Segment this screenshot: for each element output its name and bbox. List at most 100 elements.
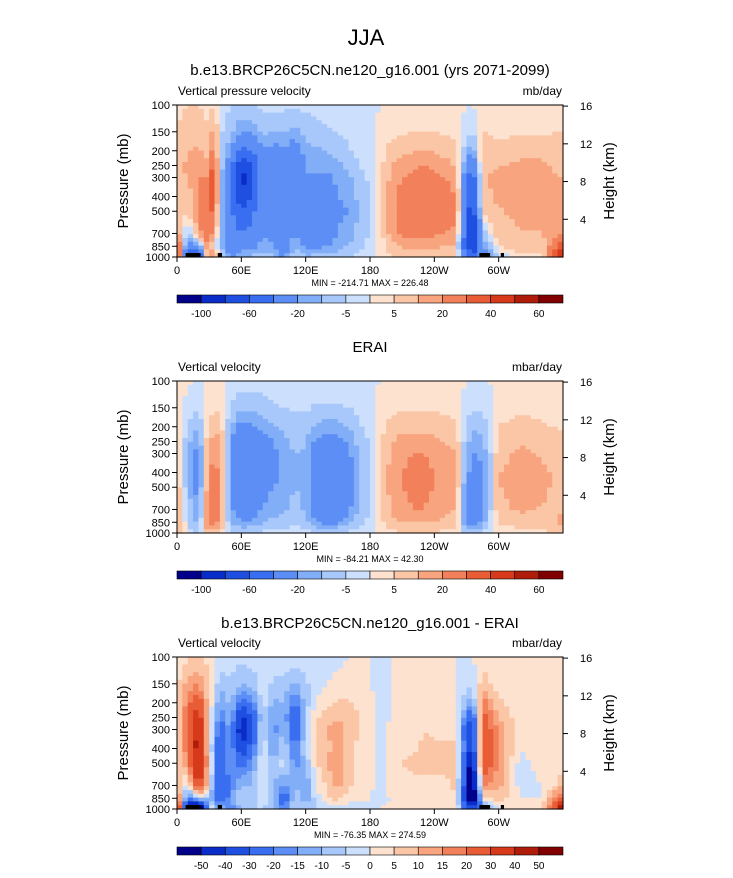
heatmap-cell bbox=[236, 495, 242, 499]
heatmap-cell bbox=[268, 151, 274, 155]
heatmap-cell bbox=[472, 162, 478, 166]
heatmap-cell bbox=[402, 143, 408, 147]
heatmap-cell bbox=[177, 162, 183, 166]
heatmap-cell bbox=[359, 242, 365, 246]
heatmap-cell bbox=[257, 196, 263, 200]
heatmap-cell bbox=[375, 116, 381, 120]
heatmap-cell bbox=[424, 208, 430, 212]
heatmap-cell bbox=[284, 404, 290, 408]
heatmap-cell bbox=[311, 170, 317, 174]
heatmap-cell bbox=[445, 120, 451, 124]
heatmap-cell bbox=[284, 430, 290, 434]
heatmap-cell bbox=[493, 128, 499, 132]
heatmap-cell bbox=[188, 185, 194, 189]
heatmap-cell bbox=[408, 506, 414, 510]
heatmap-cell bbox=[467, 139, 473, 143]
heatmap-cell bbox=[274, 487, 280, 491]
heatmap-cell bbox=[284, 385, 290, 389]
heatmap-cell bbox=[434, 158, 440, 162]
heatmap-cell bbox=[231, 472, 237, 476]
heatmap-cell bbox=[322, 170, 328, 174]
heatmap-cell bbox=[472, 109, 478, 113]
heatmap-cell bbox=[349, 238, 355, 242]
heatmap-cell bbox=[306, 227, 312, 231]
heatmap-cell bbox=[209, 430, 215, 434]
heatmap-cell bbox=[274, 499, 280, 503]
heatmap-cell bbox=[472, 200, 478, 204]
heatmap-cell bbox=[215, 116, 221, 120]
heatmap-cell bbox=[402, 166, 408, 170]
heatmap-cell bbox=[429, 147, 435, 151]
heatmap-cell bbox=[316, 132, 322, 136]
heatmap-cell bbox=[354, 465, 360, 469]
heatmap-cell bbox=[215, 128, 221, 132]
heatmap-cell bbox=[520, 151, 526, 155]
heatmap-cell bbox=[542, 135, 548, 139]
heatmap-cell bbox=[263, 415, 269, 419]
heatmap-cell bbox=[327, 381, 333, 385]
heatmap-cell bbox=[209, 158, 215, 162]
heatmap-cell bbox=[381, 249, 387, 253]
heatmap-cell bbox=[386, 465, 392, 469]
heatmap-cell bbox=[225, 465, 231, 469]
heatmap-cell bbox=[504, 154, 510, 158]
heatmap-cell bbox=[477, 238, 483, 242]
heatmap-cell bbox=[375, 446, 381, 450]
heatmap-cell bbox=[188, 434, 194, 438]
heatmap-cell bbox=[354, 230, 360, 234]
heatmap-cell bbox=[193, 139, 199, 143]
heatmap-cell bbox=[322, 109, 328, 113]
heatmap-cell bbox=[429, 381, 435, 385]
heatmap-cell bbox=[322, 177, 328, 181]
heatmap-cell bbox=[477, 132, 483, 136]
heatmap-cell bbox=[306, 468, 312, 472]
heatmap-cell bbox=[316, 192, 322, 196]
heatmap-cell bbox=[300, 518, 306, 522]
heatmap-cell bbox=[483, 230, 489, 234]
heatmap-cell bbox=[198, 491, 204, 495]
heatmap-cell bbox=[257, 113, 263, 117]
heatmap-cell bbox=[391, 158, 397, 162]
heatmap-cell bbox=[552, 219, 558, 223]
heatmap-cell bbox=[434, 415, 440, 419]
heatmap-cell bbox=[472, 139, 478, 143]
heatmap-cell bbox=[311, 419, 317, 423]
heatmap-cell bbox=[504, 249, 510, 253]
heatmap-cell bbox=[284, 116, 290, 120]
heatmap-cell bbox=[515, 200, 521, 204]
heatmap-cell bbox=[413, 105, 419, 109]
heatmap-cell bbox=[247, 404, 253, 408]
heatmap-cell bbox=[472, 128, 478, 132]
heatmap-cell bbox=[284, 392, 290, 396]
heatmap-cell bbox=[322, 185, 328, 189]
heatmap-cell bbox=[215, 389, 221, 393]
heatmap-cell bbox=[509, 113, 515, 117]
heatmap-cell bbox=[434, 135, 440, 139]
heatmap-cell bbox=[209, 461, 215, 465]
heatmap-cell bbox=[204, 442, 210, 446]
heatmap-cell bbox=[445, 200, 451, 204]
heatmap-cell bbox=[488, 128, 494, 132]
heatmap-cell bbox=[365, 442, 371, 446]
heatmap-cell bbox=[332, 230, 338, 234]
heatmap-cell bbox=[177, 215, 183, 219]
heatmap-cell bbox=[284, 189, 290, 193]
heatmap-cell bbox=[402, 154, 408, 158]
heatmap-cell bbox=[188, 457, 194, 461]
heatmap-cell bbox=[391, 143, 397, 147]
heatmap-cell bbox=[365, 430, 371, 434]
heatmap-cell bbox=[215, 411, 221, 415]
heatmap-cell bbox=[525, 242, 531, 246]
heatmap-cell bbox=[413, 499, 419, 503]
heatmap-cell bbox=[434, 132, 440, 136]
heatmap-cell bbox=[402, 434, 408, 438]
heatmap-cell bbox=[413, 124, 419, 128]
heatmap-cell bbox=[236, 196, 242, 200]
heatmap-cell bbox=[434, 196, 440, 200]
heatmap-cell bbox=[477, 158, 483, 162]
heatmap-cell bbox=[354, 491, 360, 495]
heatmap-cell bbox=[338, 177, 344, 181]
heatmap-cell bbox=[290, 204, 296, 208]
heatmap-cell bbox=[354, 139, 360, 143]
heatmap-cell bbox=[316, 484, 322, 488]
